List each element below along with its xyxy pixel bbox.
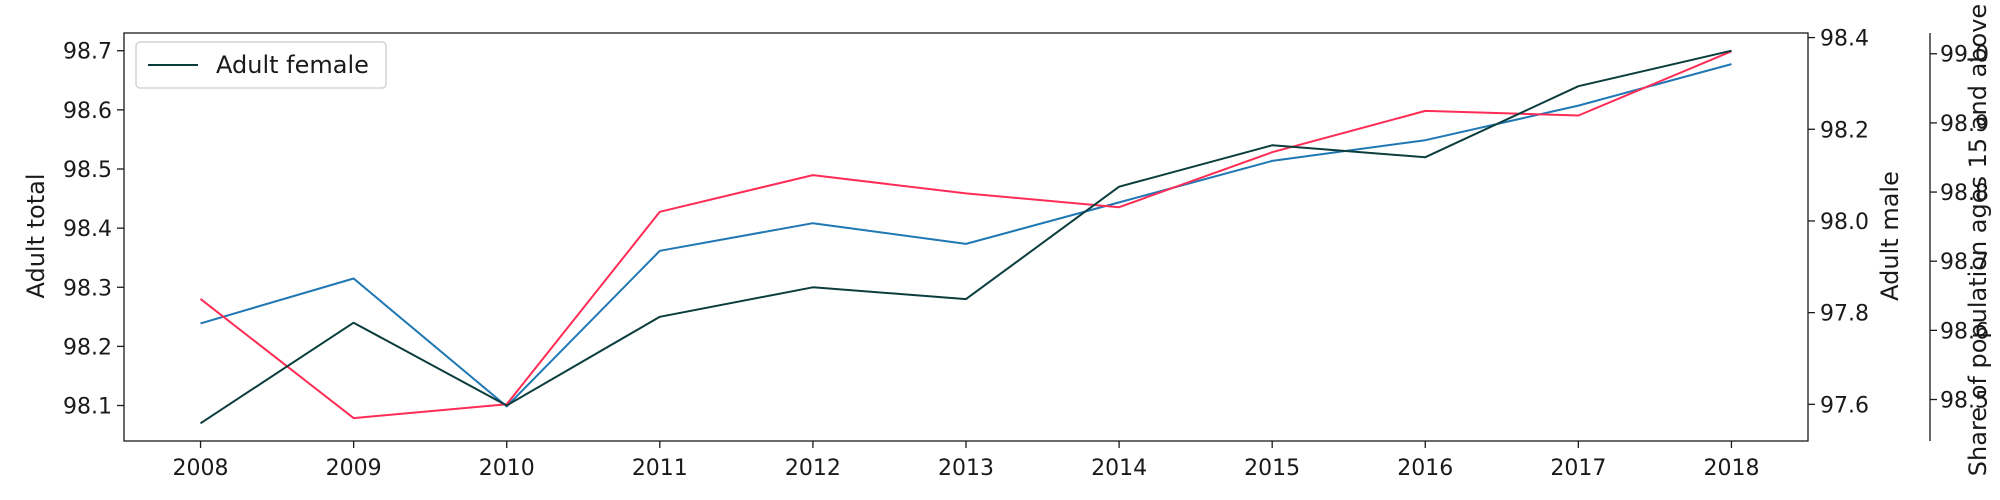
y-tick-label-far-right: 98.8 <box>1940 181 1989 206</box>
y-tick-label-right: 98.4 <box>1820 27 1869 52</box>
x-tick-label: 2015 <box>1244 456 1300 481</box>
y-tick-label-left: 98.3 <box>63 276 112 301</box>
series-line-far_right <box>200 63 1732 408</box>
legend-box <box>135 41 387 89</box>
y-tick-label-left: 98.4 <box>63 217 112 242</box>
x-tick-label: 2013 <box>938 456 994 481</box>
y-tick-label-right: 97.6 <box>1820 393 1869 418</box>
y-tick-label-far-right: 98.7 <box>1940 250 1989 275</box>
legend: Adult female <box>135 41 387 89</box>
y-tick-label-right: 98.2 <box>1820 118 1869 143</box>
y-tick-label-left: 98.7 <box>63 40 112 65</box>
x-tick-label: 2010 <box>479 456 535 481</box>
series-line-right <box>199 50 1732 420</box>
x-tick-label: 2017 <box>1550 456 1606 481</box>
x-tick-label: 2014 <box>1091 456 1147 481</box>
y-tick-label-far-right: 98.5 <box>1940 389 1989 414</box>
y-axis-label-far-right: Share of population ages 15 and above <box>1964 4 1992 476</box>
series-layer <box>199 49 1732 425</box>
legend-label-adult-female: Adult female <box>216 51 369 79</box>
y-axis-label-left: Adult total <box>22 173 50 298</box>
series-line-left <box>199 49 1732 425</box>
y-tick-label-far-right: 98.6 <box>1940 319 1989 344</box>
x-tick-label: 2016 <box>1397 456 1453 481</box>
x-tick-label: 2018 <box>1703 456 1759 481</box>
y-tick-label-right: 98.0 <box>1820 210 1869 235</box>
axes-layer: 2008 2009 2010 2011 2012 2013 2014 2015 2016 2017… <box>63 27 1989 481</box>
x-tick-label: 2012 <box>785 456 841 481</box>
plot-frame <box>123 32 1809 442</box>
y-tick-label-left: 98.6 <box>63 99 112 124</box>
y-tick-label-right: 97.8 <box>1820 302 1869 327</box>
y-tick-label-far-right: 99.0 <box>1940 43 1989 68</box>
y-tick-label-left: 98.5 <box>63 158 112 183</box>
y-tick-label-left: 98.1 <box>63 395 112 420</box>
x-tick-label: 2008 <box>173 456 229 481</box>
y-tick-label-left: 98.2 <box>63 335 112 360</box>
x-tick-label: 2009 <box>326 456 382 481</box>
y-axis-label-right: Adult male <box>1876 171 1904 301</box>
y-tick-label-far-right: 98.9 <box>1940 112 1989 137</box>
x-tick-label: 2011 <box>632 456 688 481</box>
